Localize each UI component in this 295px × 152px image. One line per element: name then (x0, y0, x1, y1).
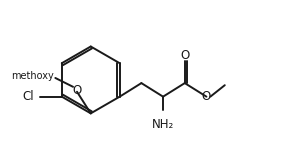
Text: O: O (202, 90, 211, 103)
Text: Cl: Cl (23, 90, 34, 103)
Text: O: O (72, 84, 82, 97)
Text: NH₂: NH₂ (152, 118, 174, 131)
Text: O: O (180, 49, 189, 62)
Text: methoxy: methoxy (11, 71, 53, 81)
